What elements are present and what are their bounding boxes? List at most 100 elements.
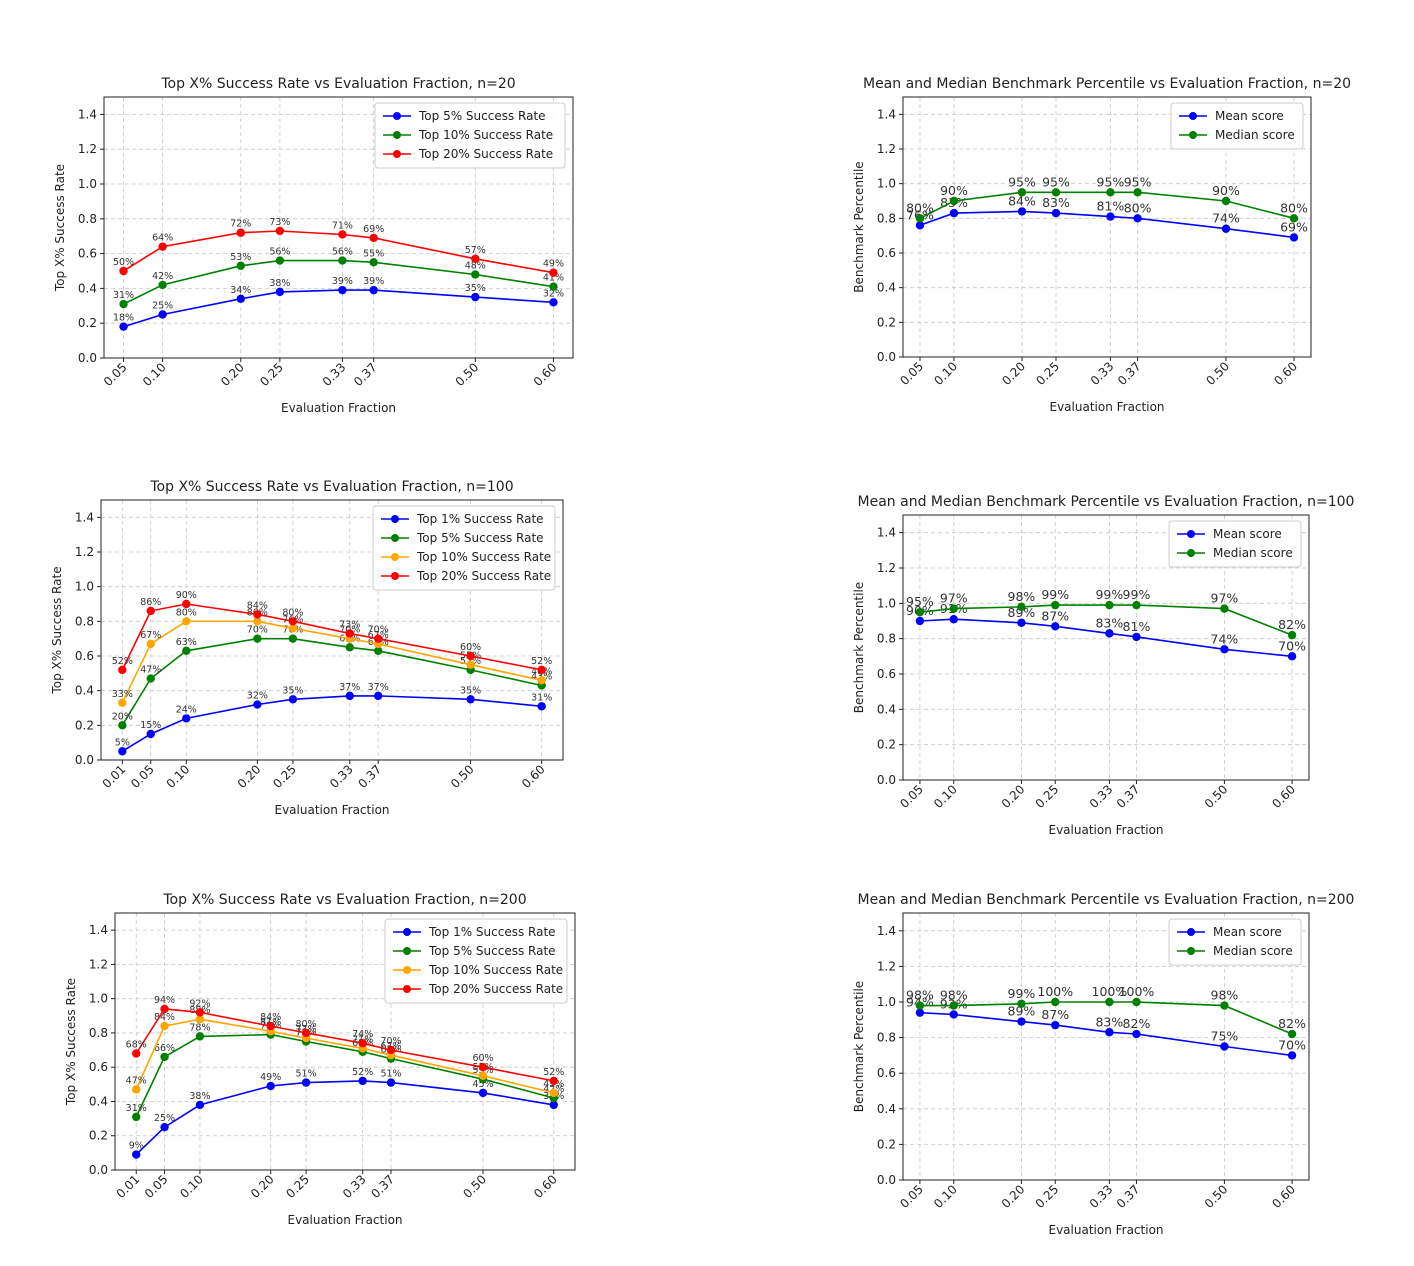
y-tick-label: 0.4 xyxy=(877,1102,896,1116)
y-tick-label: 1.0 xyxy=(877,995,896,1009)
legend-entry: Top 5% Success Rate xyxy=(418,109,546,123)
data-label: 20% xyxy=(112,711,133,722)
x-tick-label: 0.05 xyxy=(897,782,926,811)
x-tick-label: 0.20 xyxy=(248,1172,277,1201)
legend-marker xyxy=(1187,947,1195,955)
x-tick-label: 0.33 xyxy=(327,762,356,791)
data-label: 47% xyxy=(140,665,161,676)
data-point xyxy=(345,691,354,701)
data-label: 80% xyxy=(1124,200,1152,215)
data-label: 32% xyxy=(543,288,564,299)
data-point xyxy=(1220,645,1229,654)
data-label: 31% xyxy=(126,1103,147,1114)
data-point xyxy=(146,674,155,683)
data-label: 99% xyxy=(1123,587,1151,602)
data-point xyxy=(1106,212,1115,221)
data-label: 95% xyxy=(1042,174,1070,189)
legend: Mean score Median score xyxy=(1170,102,1304,150)
data-point xyxy=(1133,214,1142,223)
data-label: 94% xyxy=(154,995,175,1006)
data-label: 75% xyxy=(1211,1029,1239,1044)
data-point xyxy=(119,266,128,276)
data-point xyxy=(195,1032,205,1041)
x-tick-label: 0.10 xyxy=(164,762,193,791)
legend-marker xyxy=(1189,112,1197,120)
y-tick-label: 1.2 xyxy=(78,142,97,156)
data-label: 70% xyxy=(380,1036,401,1047)
data-point xyxy=(338,230,347,239)
data-point xyxy=(1132,632,1141,642)
legend-marker xyxy=(1187,549,1195,557)
data-point xyxy=(253,610,262,619)
x-tick-label: 0.37 xyxy=(1115,359,1144,388)
data-label: 98% xyxy=(906,988,934,1003)
data-label: 80% xyxy=(296,1019,317,1030)
data-point xyxy=(1287,1051,1297,1060)
data-point xyxy=(1133,188,1142,197)
data-point xyxy=(1132,600,1141,610)
y-tick-label: 0.2 xyxy=(78,316,97,330)
data-label: 95% xyxy=(1124,174,1152,189)
x-tick-label: 0.60 xyxy=(1271,359,1300,388)
data-label: 90% xyxy=(940,183,968,198)
x-tick-label: 0.50 xyxy=(1203,359,1232,388)
data-point xyxy=(1051,208,1061,218)
data-point xyxy=(915,1008,925,1017)
data-point xyxy=(275,256,285,265)
data-point xyxy=(236,228,245,237)
data-label: 50% xyxy=(113,257,134,268)
x-axis-label: Evaluation Fraction xyxy=(1048,1223,1163,1237)
y-tick-label: 0.4 xyxy=(877,281,896,295)
y-tick-label: 1.4 xyxy=(89,923,108,937)
legend-entry: Top 20% Success Rate xyxy=(428,982,563,996)
chart-title: Mean and Median Benchmark Percentile vs … xyxy=(858,494,1355,510)
data-label: 34% xyxy=(230,285,251,296)
x-tick-label: 0.60 xyxy=(531,360,560,389)
y-axis-label: Benchmark Percentile xyxy=(852,582,866,713)
data-point xyxy=(1051,188,1061,197)
data-label: 99% xyxy=(1008,986,1036,1001)
data-point xyxy=(1105,600,1114,610)
data-point xyxy=(374,634,383,643)
data-label: 89% xyxy=(1008,605,1036,620)
data-point xyxy=(358,1076,367,1086)
data-label: 95% xyxy=(1008,174,1036,189)
data-point xyxy=(369,233,378,243)
data-label: 32% xyxy=(247,691,268,702)
chart-5: 0.0 0.2 0.4 0.6 0.8 1.0 1.2 1.4 0.01 0.05 0.10 0.20… xyxy=(64,892,576,1227)
series-line-2 xyxy=(919,1001,1293,1035)
y-tick-label: 0.0 xyxy=(877,1173,896,1187)
chart-title: Mean and Median Benchmark Percentile vs … xyxy=(863,76,1351,92)
data-point xyxy=(1132,997,1141,1007)
data-point xyxy=(132,1112,141,1122)
data-point xyxy=(236,294,245,304)
data-label: 82% xyxy=(1278,1016,1306,1031)
data-label: 52% xyxy=(531,656,552,667)
data-point xyxy=(345,643,354,652)
data-point xyxy=(1105,1028,1114,1037)
data-point xyxy=(132,1049,141,1058)
legend-entry: Mean score xyxy=(1215,109,1284,123)
legend-entry: Median score xyxy=(1213,546,1293,560)
legend-entry: Mean score xyxy=(1213,925,1282,939)
data-point xyxy=(1220,604,1229,613)
x-tick-label: 0.37 xyxy=(1114,1182,1143,1211)
data-point xyxy=(301,1028,311,1038)
y-tick-label: 0.8 xyxy=(89,1026,108,1040)
data-label: 74% xyxy=(352,1029,373,1040)
data-label: 73% xyxy=(339,619,360,630)
legend-entry: Top 5% Success Rate xyxy=(416,531,544,545)
series-line-3 xyxy=(123,230,554,274)
legend-marker xyxy=(403,928,411,936)
series-line-1 xyxy=(919,210,1295,239)
chart-1: 0.0 0.2 0.4 0.6 0.8 1.0 1.2 1.4 0.05 0.10 0.20 0.25… xyxy=(53,76,574,415)
legend-entry: Median score xyxy=(1215,128,1295,142)
x-tick-label: 0.25 xyxy=(1033,782,1062,811)
data-label: 80% xyxy=(1280,200,1308,215)
chart-6: 0.0 0.2 0.4 0.6 0.8 1.0 1.2 1.4 0.05 0.10 0.20 0.25… xyxy=(852,892,1354,1237)
data-label: 66% xyxy=(154,1043,175,1054)
legend-marker xyxy=(403,966,411,974)
x-axis-label: Evaluation Fraction xyxy=(1049,400,1164,414)
data-label: 86% xyxy=(140,597,161,608)
